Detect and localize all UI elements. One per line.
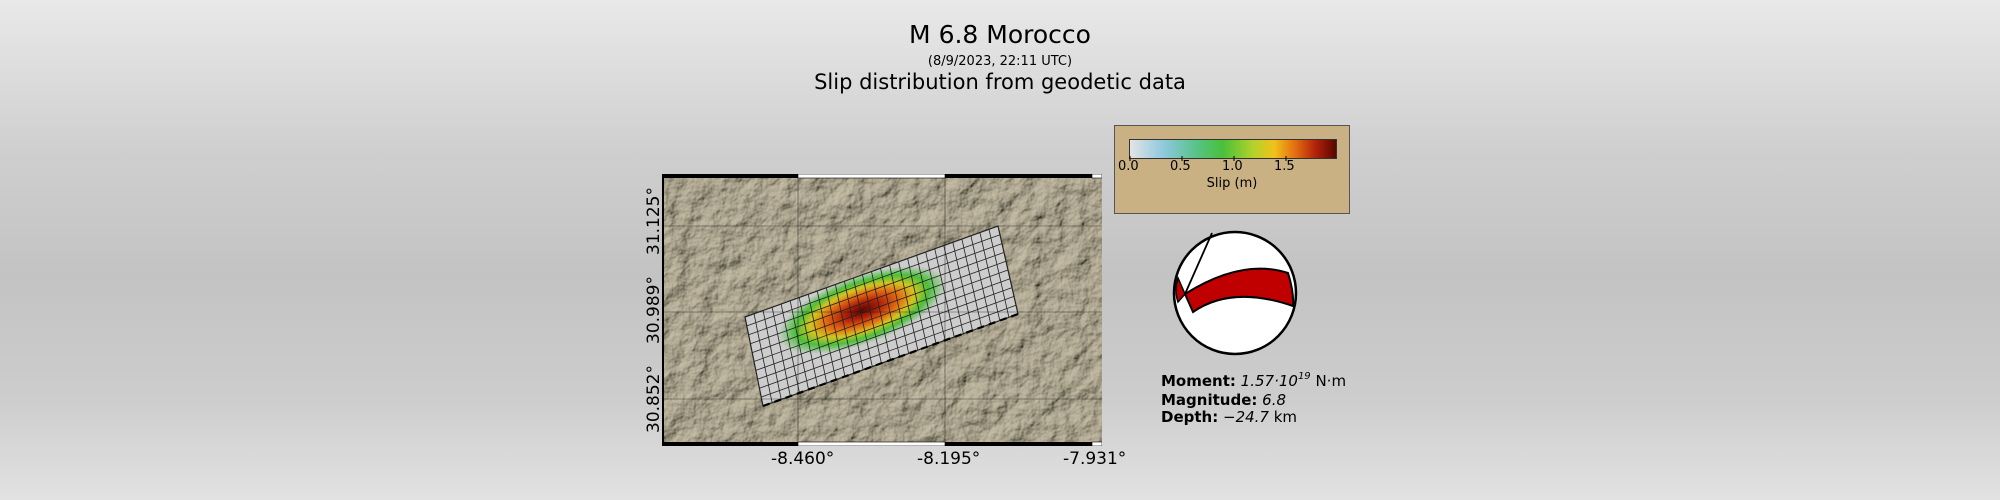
colorbar-legend: 0.0 0.5 1.0 1.5 Slip (m) — [1114, 125, 1350, 214]
focal-mechanism-beachball — [1172, 230, 1298, 360]
x-tick-label: -7.931° — [1063, 449, 1127, 469]
slip-map-svg — [662, 174, 1102, 446]
grid-line — [761, 304, 1017, 398]
moment-unit: N·m — [1315, 372, 1347, 390]
colorbar-tick-label: 1.0 — [1222, 159, 1243, 174]
map-title: M 6.8 Morocco — [909, 20, 1091, 49]
fault-trace — [762, 312, 1019, 408]
slip-map — [662, 174, 1102, 446]
grid-line — [753, 269, 1009, 362]
moment-row: Moment: 1.57·1019 N·m — [1161, 371, 1347, 392]
magnitude-label: Magnitude: — [1161, 391, 1258, 409]
grid-line — [746, 234, 1001, 327]
colorbar-tick-label: 0.0 — [1118, 159, 1139, 174]
depth-value: −24.7 — [1223, 408, 1269, 426]
colorbar-tick-label: 0.5 — [1170, 159, 1191, 174]
colorbar-label: Slip (m) — [1206, 176, 1258, 191]
y-tick-label: 30.852° — [644, 365, 664, 433]
grid-line — [750, 252, 1005, 345]
grid-line — [757, 287, 1013, 380]
depth-label: Depth: — [1161, 408, 1219, 426]
y-tick-label: 30.989° — [644, 276, 664, 344]
x-tick-label: -8.460° — [771, 449, 835, 469]
moment-exponent: 19 — [1297, 371, 1311, 382]
moment-label: Moment: — [1161, 372, 1236, 390]
moment-value: 1.57·10 — [1240, 372, 1298, 390]
compressional-quadrant — [1183, 267, 1295, 314]
colorbar-ticks — [1129, 156, 1287, 161]
magnitude-row: Magnitude: 6.8 — [1161, 392, 1346, 409]
grid-line — [752, 260, 1007, 353]
slip-patch — [778, 266, 946, 354]
event-info: Moment: 1.57·1019 N·m Magnitude: 6.8 Dep… — [1161, 371, 1347, 426]
y-tick-label: 31.125° — [644, 187, 664, 255]
magnitude-value: 6.8 — [1262, 391, 1287, 409]
event-date: (8/9/2023, 22:11 UTC) — [927, 54, 1073, 69]
grid-line — [748, 243, 1003, 336]
colorbar-gradient — [1129, 139, 1337, 159]
depth-row: Depth: −24.7 km — [1161, 409, 1346, 426]
x-tick-label: -8.195° — [917, 449, 981, 469]
graticule — [662, 176, 1102, 444]
map-frame — [662, 174, 1102, 446]
depth-unit: km — [1273, 408, 1298, 426]
map-subtitle: Slip distribution from geodetic data — [814, 70, 1186, 94]
colorbar-tick-label: 1.5 — [1274, 159, 1295, 174]
